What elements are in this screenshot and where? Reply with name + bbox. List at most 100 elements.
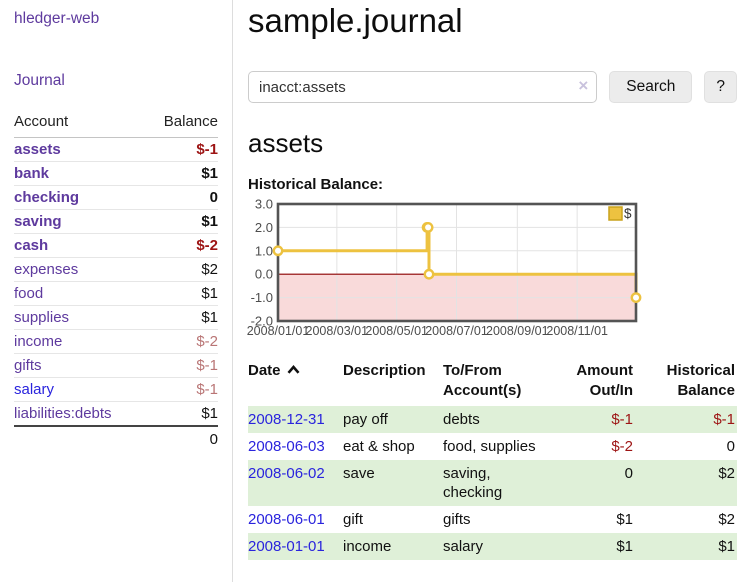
sidebar: hledger-web Journal Account Balance asse…	[0, 0, 233, 582]
account-heading: assets	[248, 128, 324, 158]
account-row: food $1	[14, 281, 218, 306]
y-axis-tick-label: 2.0	[255, 220, 273, 235]
register-row: 2008-06-01 gift gifts $1 $2	[248, 506, 737, 533]
accounts-table-body: assets $-1 bank $1 checking 0 saving $1 cash $-2 e…	[14, 137, 218, 452]
chart-label: Historical Balance:	[248, 176, 384, 193]
account-link-bank[interactable]: bank	[14, 165, 50, 182]
transaction-accounts: salary	[443, 538, 484, 555]
transaction-amount: $-2	[611, 438, 633, 455]
account-row: liabilities:debts $1	[14, 401, 218, 427]
register-row: 2008-06-03 eat & shop food, supplies $-2 0	[248, 433, 737, 460]
transaction-balance: $2	[718, 511, 735, 528]
y-axis-tick-label: -1.0	[251, 290, 273, 305]
accounts-header-balance: Balance	[145, 110, 218, 138]
x-axis-tick-label: 2008/03/01	[306, 324, 369, 338]
transaction-balance: $-1	[713, 411, 735, 428]
account-balance: $-1	[145, 137, 218, 162]
legend-swatch	[608, 206, 623, 221]
account-balance: $-1	[145, 377, 218, 402]
transaction-description: gift	[343, 511, 364, 528]
account-link-cash[interactable]: cash	[14, 237, 49, 254]
y-axis-tick-label: -2.0	[251, 314, 273, 329]
register-header-date[interactable]: Date	[248, 361, 343, 406]
account-balance: $1	[145, 281, 218, 306]
account-balance: $-2	[145, 329, 218, 354]
register-row: 2008-01-01 income salary $1 $1	[248, 533, 737, 560]
accounts-total-row: 0	[14, 425, 218, 452]
help-button[interactable]: ?	[704, 71, 737, 103]
main-content: sample.journal × Search ? assets Histori…	[247, 0, 737, 560]
transaction-accounts: food, supplies	[443, 438, 536, 455]
transaction-accounts: saving, checking	[443, 465, 503, 501]
app-title-link[interactable]: hledger-web	[14, 10, 100, 27]
accounts-table: Account Balance assets $-1 bank $1 checking 0…	[14, 110, 218, 452]
page-title: sample.journal	[248, 2, 463, 39]
account-link-supplies[interactable]: supplies	[14, 309, 70, 326]
transaction-amount: $1	[616, 538, 633, 555]
transaction-accounts: gifts	[443, 511, 471, 528]
account-link-gifts[interactable]: gifts	[14, 357, 42, 374]
account-link-food[interactable]: food	[14, 285, 44, 302]
account-row: assets $-1	[14, 137, 218, 162]
y-axis-tick-label: 1.0	[255, 243, 273, 258]
account-balance: $-1	[145, 353, 218, 378]
account-row: supplies $1	[14, 305, 218, 330]
register-header-description: Description	[343, 362, 426, 379]
transaction-description: save	[343, 465, 375, 482]
sidebar-item-journal[interactable]: Journal	[14, 72, 65, 89]
legend-label: $	[624, 206, 632, 221]
account-balance: $2	[145, 257, 218, 282]
y-axis-tick-label: 3.0	[255, 197, 273, 212]
x-axis-tick-label: 2008/07/01	[425, 324, 488, 338]
clear-search-icon[interactable]: ×	[578, 76, 589, 95]
register-row: 2008-06-02 save saving, checking 0 $2	[248, 460, 737, 506]
y-axis-tick-label: 0.0	[255, 267, 273, 282]
account-balance: $1	[145, 209, 218, 234]
transaction-date-link[interactable]: 2008-12-31	[248, 411, 325, 428]
account-link-expenses[interactable]: expenses	[14, 261, 79, 278]
transaction-balance: $1	[718, 538, 735, 555]
account-link-saving[interactable]: saving	[14, 213, 62, 230]
register-table-body: 2008-12-31 pay off debts $-1 $-1 2008-06-03 ea…	[248, 406, 737, 560]
account-link-assets[interactable]: assets	[14, 141, 61, 158]
transaction-description: eat & shop	[343, 438, 415, 455]
account-link-checking[interactable]: checking	[14, 189, 80, 206]
register-row: 2008-12-31 pay off debts $-1 $-1	[248, 406, 737, 433]
transaction-date-link[interactable]: 2008-06-02	[248, 465, 325, 482]
x-axis-tick-label: 2008/09/01	[486, 324, 549, 338]
data-point	[423, 268, 435, 280]
account-balance: 0	[145, 185, 218, 210]
register-header-row: Date Description To/From Account(s) Amount …	[248, 361, 737, 406]
transaction-description: income	[343, 538, 392, 555]
account-link-salary[interactable]: salary	[14, 381, 55, 398]
data-point	[630, 292, 642, 304]
account-balance: $1	[145, 161, 218, 186]
register-table: Date Description To/From Account(s) Amount …	[248, 361, 737, 560]
data-point	[272, 245, 284, 257]
transaction-date-link[interactable]: 2008-06-01	[248, 511, 325, 528]
account-balance: $1	[145, 401, 218, 427]
transaction-accounts: debts	[443, 411, 480, 428]
account-link-liabilities-debts[interactable]: liabilities:debts	[14, 405, 112, 422]
account-row: gifts $-1	[14, 353, 218, 378]
data-point	[422, 222, 434, 233]
register-header-to/from: To/From Account(s)	[443, 362, 522, 399]
account-row: salary $-1	[14, 377, 218, 402]
sort-ascending-icon	[287, 365, 300, 374]
transaction-amount: 0	[624, 465, 633, 482]
account-balance: $-2	[145, 233, 218, 258]
x-axis-tick-label: 2008/01/01	[247, 324, 310, 338]
account-row: expenses $2	[14, 257, 218, 282]
account-row: income $-2	[14, 329, 218, 354]
account-row: bank $1	[14, 161, 218, 186]
transaction-amount: $1	[616, 511, 633, 528]
account-link-income[interactable]: income	[14, 333, 63, 350]
x-axis-tick-label: 2008/05/01	[365, 324, 428, 338]
search-button[interactable]: Search	[609, 71, 693, 103]
search-input[interactable]	[248, 71, 598, 103]
transaction-date-link[interactable]: 2008-01-01	[248, 538, 325, 555]
account-row: checking 0	[14, 185, 218, 210]
transaction-date-link[interactable]: 2008-06-03	[248, 438, 325, 455]
historical-balance-chart: $3.0 2.0 1.0 0.0 -1.0 -2.02008/01/012008/03/0…	[247, 197, 642, 338]
register-header-amount: Amount Out/In	[576, 362, 633, 399]
